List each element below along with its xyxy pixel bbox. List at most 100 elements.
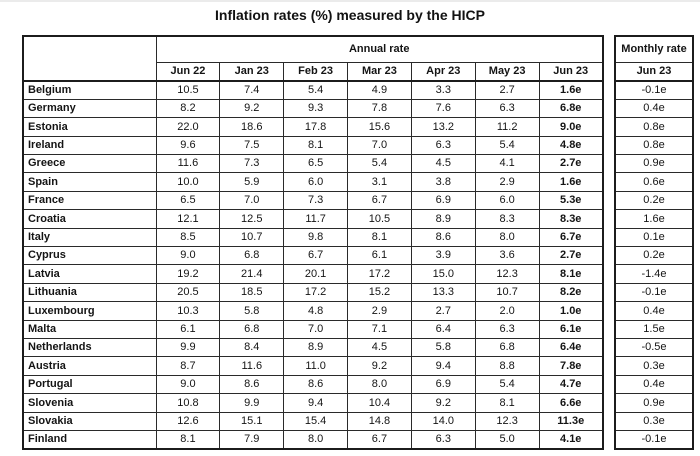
annual-rate-value: 6.3	[474, 98, 540, 119]
annual-rate-value: 3.6	[474, 246, 540, 266]
annual-rate-value: 5.0	[474, 429, 540, 450]
annual-rate-value: 7.8e	[538, 356, 604, 376]
annual-rate-value: 5.4	[283, 80, 349, 100]
monthly-rate-value: 0.4e	[614, 98, 694, 119]
annual-rate-value: 1.0e	[538, 301, 604, 321]
annual-rate-value: 8.3	[474, 209, 540, 229]
annual-rate-value: 13.3	[410, 282, 476, 303]
annual-rate-value: 11.7	[283, 209, 349, 229]
annual-rate-value: 6.8	[219, 319, 285, 339]
monthly-table-row: 1.5e	[614, 319, 694, 339]
country-label: Spain	[22, 172, 157, 192]
annual-rate-value: 3.8	[410, 172, 476, 192]
country-label: Estonia	[22, 117, 157, 137]
table-row: Slovakia 12.6 15.1 15.4 14.8 14.0 12.3 11.3e	[22, 411, 604, 431]
annual-rate-value: 11.2	[474, 117, 540, 137]
annual-rate-value: 15.0	[410, 264, 476, 284]
monthly-rate-value: 0.6e	[614, 172, 694, 192]
monthly-header-row: Monthly rate	[614, 35, 694, 63]
monthly-rate-value: 0.1e	[614, 227, 694, 248]
table-row: Slovenia 10.8 9.9 9.4 10.4 9.2 8.1 6.6e	[22, 393, 604, 413]
annual-rate-table: Annual rate Jun 22 Jan 23 Feb 23 Mar 23 Apr …	[22, 35, 604, 450]
annual-rate-value: 17.2	[283, 282, 349, 303]
table-row: Austria 8.7 11.6 11.0 9.2 9.4 8.8 7.8e	[22, 356, 604, 376]
annual-rate-value: 19.2	[155, 264, 221, 284]
annual-rate-value: 8.6	[410, 227, 476, 248]
annual-rate-value: 4.8e	[538, 135, 604, 156]
annual-rate-value: 9.4	[410, 356, 476, 376]
annual-rate-value: 15.4	[283, 411, 349, 431]
annual-rate-value: 8.0	[347, 374, 412, 395]
table-row: Germany 8.2 9.2 9.3 7.8 7.6 6.3 6.8e	[22, 98, 604, 119]
annual-rate-value: 6.3	[410, 135, 476, 156]
annual-rate-value: 7.0	[219, 190, 285, 211]
country-label: Malta	[22, 319, 157, 339]
monthly-rate-value: -0.5e	[614, 337, 694, 358]
annual-rate-value: 8.1	[283, 135, 349, 156]
annual-rate-value: 12.3	[474, 264, 540, 284]
month-column-header: Jan 23	[219, 61, 285, 82]
annual-rate-value: 6.9	[410, 374, 476, 395]
annual-rate-value: 22.0	[155, 117, 221, 137]
annual-rate-value: 4.8	[283, 301, 349, 321]
monthly-month-row: Jun 23	[614, 61, 694, 82]
annual-rate-value: 6.7e	[538, 227, 604, 248]
monthly-table-row: 0.3e	[614, 356, 694, 376]
monthly-rate-value: 1.6e	[614, 209, 694, 229]
annual-rate-value: 11.6	[219, 356, 285, 376]
monthly-table-row: 1.6e	[614, 209, 694, 229]
annual-rate-value: 9.9	[155, 337, 221, 358]
page-title: Inflation rates (%) measured by the HICP	[215, 7, 485, 23]
annual-rate-value: 5.4	[347, 154, 412, 174]
month-column-header: May 23	[474, 61, 540, 82]
annual-rate-value: 8.1e	[538, 264, 604, 284]
annual-rate-value: 20.5	[155, 282, 221, 303]
monthly-rate-table: Monthly rate Jun 23 -0.1e 0.4e 0.8e 0.8e 0.9…	[614, 35, 694, 450]
annual-rate-value: 5.4	[474, 374, 540, 395]
annual-rate-value: 6.8	[219, 246, 285, 266]
annual-rate-value: 6.0	[283, 172, 349, 192]
annual-rate-value: 15.6	[347, 117, 412, 137]
table-row: Italy 8.5 10.7 9.8 8.1 8.6 8.0 6.7e	[22, 227, 604, 248]
annual-rate-value: 4.1	[474, 154, 540, 174]
annual-rate-value: 6.4	[410, 319, 476, 339]
annual-rate-value: 8.7	[155, 356, 221, 376]
monthly-table-row: 0.8e	[614, 117, 694, 137]
annual-rate-value: 8.4	[219, 337, 285, 358]
annual-rate-value: 8.1	[347, 227, 412, 248]
country-label: Lithuania	[22, 282, 157, 303]
annual-rate-value: 21.4	[219, 264, 285, 284]
annual-header-row: Annual rate	[22, 35, 604, 82]
table-row: Lithuania 20.5 18.5 17.2 15.2 13.3 10.7 8.2e	[22, 282, 604, 303]
annual-rate-value: 5.4	[474, 135, 540, 156]
country-label: Luxembourg	[22, 301, 157, 321]
monthly-rate-value: 0.3e	[614, 411, 694, 431]
country-label: Cyprus	[22, 246, 157, 266]
monthly-rate-value: -0.1e	[614, 80, 694, 100]
annual-rate-value: 5.3e	[538, 190, 604, 211]
annual-rate-value: 4.9	[347, 80, 412, 100]
month-column-header: Jun 23	[538, 61, 604, 82]
annual-rate-value: 3.1	[347, 172, 412, 192]
monthly-table-row: 0.9e	[614, 154, 694, 174]
annual-rate-value: 14.0	[410, 411, 476, 431]
annual-rate-value: 9.0	[155, 246, 221, 266]
annual-rate-value: 6.1e	[538, 319, 604, 339]
monthly-rate-value: 0.3e	[614, 356, 694, 376]
annual-rate-value: 1.6e	[538, 172, 604, 192]
country-label: Slovenia	[22, 393, 157, 413]
table-row: France 6.5 7.0 7.3 6.7 6.9 6.0 5.3e	[22, 190, 604, 211]
monthly-rate-value: 1.5e	[614, 319, 694, 339]
monthly-rate-value: 0.8e	[614, 117, 694, 137]
annual-rate-value: 4.5	[347, 337, 412, 358]
country-label: Germany	[22, 98, 157, 119]
country-label: Croatia	[22, 209, 157, 229]
annual-rate-value: 2.9	[347, 301, 412, 321]
annual-rate-value: 12.3	[474, 411, 540, 431]
table-row: Estonia 22.0 18.6 17.8 15.6 13.2 11.2 9.0e	[22, 117, 604, 137]
monthly-table-row: -0.1e	[614, 282, 694, 303]
monthly-table-row: 0.2e	[614, 246, 694, 266]
annual-rate-value: 8.3e	[538, 209, 604, 229]
month-column-header: Feb 23	[283, 61, 349, 82]
annual-rate-value: 8.2	[155, 98, 221, 119]
